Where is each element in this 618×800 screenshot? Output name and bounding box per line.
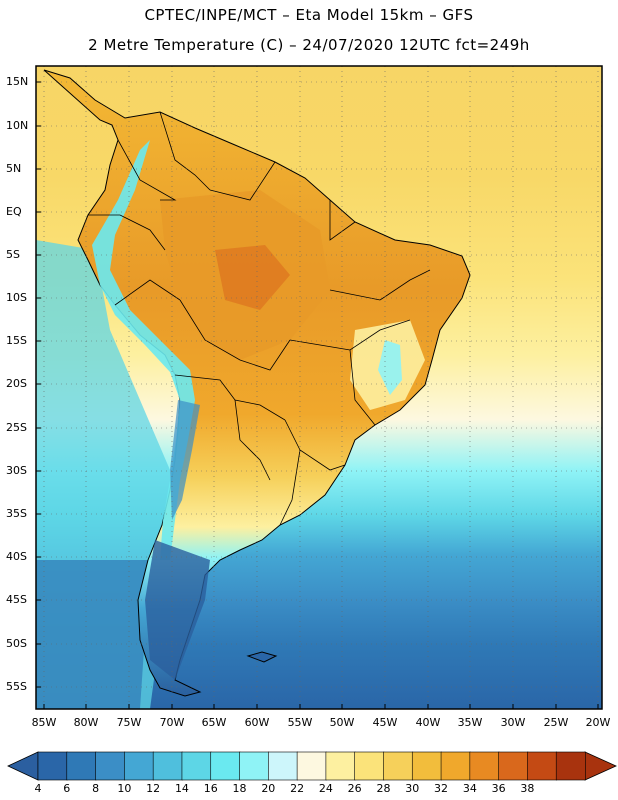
lon-label: 70W <box>159 716 185 729</box>
colorbar-segment <box>383 751 414 781</box>
falkland-islands <box>246 651 278 663</box>
lat-label: 40S <box>6 550 27 563</box>
colorbar-segment <box>210 751 241 781</box>
lon-label: 35W <box>457 716 483 729</box>
colorbar-label: 22 <box>290 782 305 795</box>
colorbar-segment <box>95 751 126 781</box>
country-borders <box>88 111 431 526</box>
lon-label: 55W <box>287 716 313 729</box>
colorbar-label: 8 <box>92 782 100 795</box>
andes-colder <box>170 400 200 520</box>
colorbar-label: 36 <box>491 782 506 795</box>
lat-label: 30S <box>6 464 27 477</box>
colorbar-segment <box>239 751 270 781</box>
colorbar-label: 26 <box>347 782 362 795</box>
lat-label: 35S <box>6 507 27 520</box>
lon-label: 60W <box>244 716 270 729</box>
colorbar-segment <box>66 751 97 781</box>
map-title-line1: CPTEC/INPE/MCT – Eta Model 15km – GFS <box>144 6 474 24</box>
colorbar-label: 20 <box>261 782 276 795</box>
lon-label: 30W <box>500 716 526 729</box>
colorbar-left-arrow <box>7 751 39 781</box>
lat-label: 25S <box>6 421 27 434</box>
map-title-line2: 2 Metre Temperature (C) – 24/07/2020 12U… <box>88 36 530 54</box>
colorbar-segment <box>440 751 471 781</box>
colorbar-label: 28 <box>376 782 391 795</box>
lon-label: 45W <box>372 716 398 729</box>
axis-ticks <box>36 81 599 709</box>
colorbar-label: 34 <box>462 782 477 795</box>
colorbar-label: 24 <box>318 782 333 795</box>
colorbar-segment <box>181 751 212 781</box>
lat-label: 45S <box>6 593 27 606</box>
lat-lon-grid <box>36 66 602 709</box>
lat-label: 10S <box>6 291 27 304</box>
patagonia-cold <box>145 540 210 680</box>
lon-label: 65W <box>201 716 227 729</box>
lon-label: 25W <box>543 716 569 729</box>
colorbar-label: 12 <box>146 782 161 795</box>
colorbar-segment <box>555 751 586 781</box>
colorbar-segment <box>469 751 500 781</box>
colorbar-label: 16 <box>203 782 218 795</box>
colorbar <box>7 751 617 781</box>
colorbar-segment <box>498 751 529 781</box>
lon-label: 80W <box>73 716 99 729</box>
colorbar-segment <box>354 751 385 781</box>
lat-label: 50S <box>6 637 27 650</box>
colorbar-label: 38 <box>520 782 535 795</box>
hot-core <box>215 245 290 310</box>
lon-label: 20W <box>585 716 611 729</box>
colorbar-label: 30 <box>405 782 420 795</box>
southern-cold-band <box>36 560 150 709</box>
lat-label: 15S <box>6 334 27 347</box>
colorbar-label: 32 <box>434 782 449 795</box>
colorbar-segment <box>124 751 154 781</box>
colorbar-label: 18 <box>232 782 247 795</box>
lat-label: 15N <box>6 75 29 88</box>
colorbar-segment <box>152 751 183 781</box>
lat-label: 5S <box>6 248 20 261</box>
colorbar-segment <box>268 751 298 781</box>
highland-cold-spot <box>378 340 402 395</box>
lon-label: 85W <box>31 716 57 729</box>
lat-label: 5N <box>6 162 22 175</box>
lat-label: 20S <box>6 377 27 390</box>
lat-label: EQ <box>6 205 22 218</box>
colorbar-right-arrow <box>584 751 617 781</box>
lat-label: 10N <box>6 119 29 132</box>
colorbar-label: 10 <box>117 782 132 795</box>
lon-label: 75W <box>116 716 142 729</box>
lon-label: 40W <box>415 716 441 729</box>
colorbar-segment <box>325 751 356 781</box>
colorbar-label: 6 <box>63 782 71 795</box>
lat-label: 55S <box>6 680 27 693</box>
colorbar-segment <box>37 751 68 781</box>
map-frame <box>35 65 603 710</box>
colorbar-label: 14 <box>174 782 189 795</box>
colorbar-segment <box>527 751 558 781</box>
lon-label: 50W <box>329 716 355 729</box>
colorbar-label: 4 <box>34 782 42 795</box>
colorbar-segment <box>296 751 327 781</box>
colorbar-segment <box>411 751 442 781</box>
